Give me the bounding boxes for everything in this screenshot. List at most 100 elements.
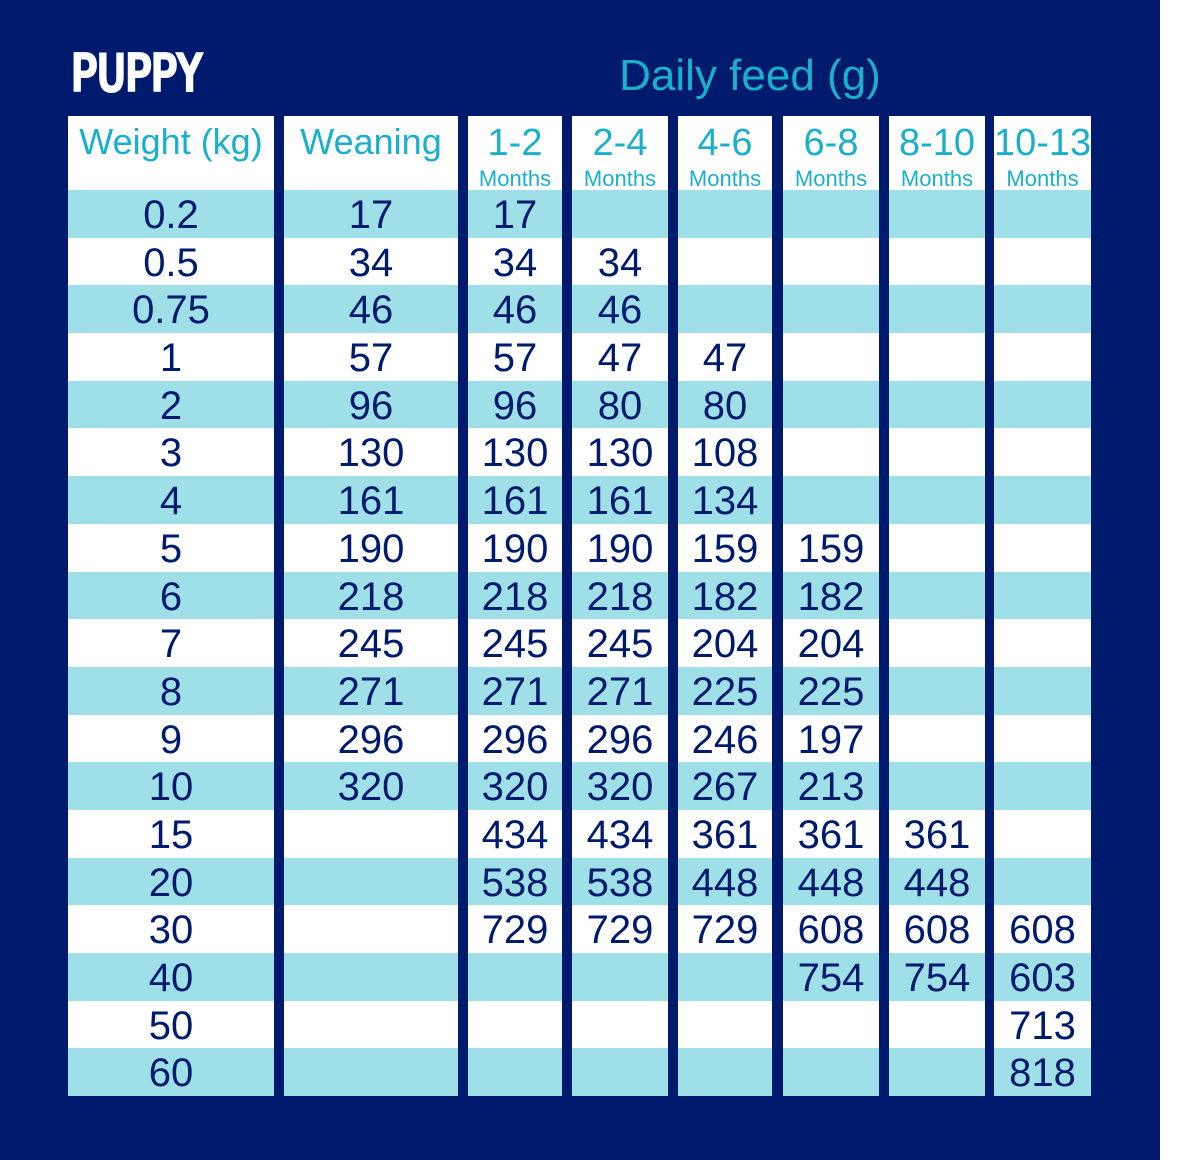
table-cell: 271 <box>284 666 458 715</box>
table-cell: 7 <box>68 619 274 667</box>
table-cell: 296 <box>284 714 458 763</box>
table-cell: 320 <box>284 762 458 810</box>
table-cell <box>889 714 985 763</box>
table-cell <box>889 237 985 286</box>
table-cell: 448 <box>783 857 879 906</box>
table-cell: 159 <box>678 523 772 572</box>
table-cell: 1 <box>68 333 274 381</box>
column-header-sub: Months <box>688 166 762 191</box>
table-cell: 361 <box>678 809 772 858</box>
page-title: PUPPY <box>70 42 204 105</box>
table-cell <box>572 953 668 1001</box>
table-cell <box>889 285 985 334</box>
table-cell: 5 <box>68 523 274 572</box>
table-cell: 34 <box>284 237 458 286</box>
table-cell: 34 <box>468 237 562 286</box>
table-cell <box>284 1048 458 1097</box>
table-cell: 0.5 <box>68 237 274 286</box>
table-cell <box>783 380 879 429</box>
table-cell <box>783 428 879 477</box>
column-header: Weight (kg) <box>68 116 274 190</box>
table-cell <box>678 190 772 238</box>
table-cell <box>889 428 985 477</box>
table-cell: 60 <box>68 1048 274 1097</box>
table-cell <box>889 1048 985 1097</box>
table-cell: 204 <box>783 619 879 667</box>
table-cell <box>889 476 985 524</box>
table-cell: 225 <box>678 666 772 715</box>
table-cell <box>783 237 879 286</box>
table-cell <box>889 571 985 620</box>
table-cell: 17 <box>284 190 458 238</box>
table-cell <box>994 619 1091 667</box>
table-cell <box>284 953 458 1001</box>
table-column: 8-10 Months 361 448 608 754 <box>889 116 985 1097</box>
column-header-sub: Months <box>583 166 657 191</box>
table-cell: 57 <box>468 333 562 381</box>
table-cell: 729 <box>468 905 562 953</box>
table-cell <box>994 714 1091 763</box>
table-column: 10-13 Months 608 603 713 818 <box>994 116 1091 1097</box>
column-header-label: 4-6 <box>697 122 753 164</box>
table-cell <box>783 1048 879 1097</box>
table-cell: 0.2 <box>68 190 274 238</box>
table-cell: 0.75 <box>68 285 274 334</box>
table-cell: 96 <box>284 380 458 429</box>
table-cell <box>889 762 985 810</box>
column-header-sub: Months <box>478 166 552 191</box>
table-subtitle: Daily feed (g) <box>619 51 881 100</box>
table-cell <box>994 190 1091 238</box>
column-header-label: Weaning <box>300 121 442 162</box>
column-header-label: 6-8 <box>803 122 859 164</box>
table-cell: 729 <box>572 905 668 953</box>
column-header: 1-2 Months <box>468 116 562 190</box>
table-column: 6-8 Months 159 182 204 225 197 213 361 448 608 754 <box>783 116 879 1097</box>
column-header: 8-10 Months <box>889 116 985 190</box>
table-cell: 225 <box>783 666 879 715</box>
table-cell <box>889 619 985 667</box>
table-cell: 245 <box>284 619 458 667</box>
table-cell: 320 <box>572 762 668 810</box>
table-cell <box>889 333 985 381</box>
table-cell <box>994 666 1091 715</box>
table-cell: 267 <box>678 762 772 810</box>
table-cell: 271 <box>572 666 668 715</box>
table-cell: 130 <box>572 428 668 477</box>
table-cell: 296 <box>468 714 562 763</box>
table-cell <box>889 380 985 429</box>
table-cell <box>783 476 879 524</box>
table-cell <box>678 953 772 1001</box>
table-cell: 46 <box>572 285 668 334</box>
table-cell: 130 <box>284 428 458 477</box>
table-cell: 246 <box>678 714 772 763</box>
table-cell: 161 <box>284 476 458 524</box>
table-cell: 159 <box>783 523 879 572</box>
table-cell <box>994 285 1091 334</box>
table-cell: 603 <box>994 953 1091 1001</box>
table-cell <box>994 571 1091 620</box>
table-cell: 34 <box>572 237 668 286</box>
table-cell: 361 <box>889 809 985 858</box>
table-cell: 271 <box>468 666 562 715</box>
column-header: 2-4 Months <box>572 116 668 190</box>
table-cell <box>994 523 1091 572</box>
table-cell: 538 <box>572 857 668 906</box>
table-cell: 729 <box>678 905 772 953</box>
table-cell <box>678 1000 772 1049</box>
table-cell: 754 <box>783 953 879 1001</box>
table-cell: 713 <box>994 1000 1091 1049</box>
table-cell: 3 <box>68 428 274 477</box>
column-header-sub: Months <box>900 166 974 191</box>
table-cell: 9 <box>68 714 274 763</box>
table-cell: 47 <box>678 333 772 381</box>
column-header-label: Weight (kg) <box>79 121 263 162</box>
table-cell <box>994 809 1091 858</box>
table-cell: 245 <box>572 619 668 667</box>
table-cell: 190 <box>284 523 458 572</box>
table-cell <box>994 857 1091 906</box>
table-cell: 448 <box>889 857 985 906</box>
column-header-label: 1-2 <box>487 122 543 164</box>
table-cell <box>994 380 1091 429</box>
table-cell: 448 <box>678 857 772 906</box>
table-cell: 190 <box>468 523 562 572</box>
